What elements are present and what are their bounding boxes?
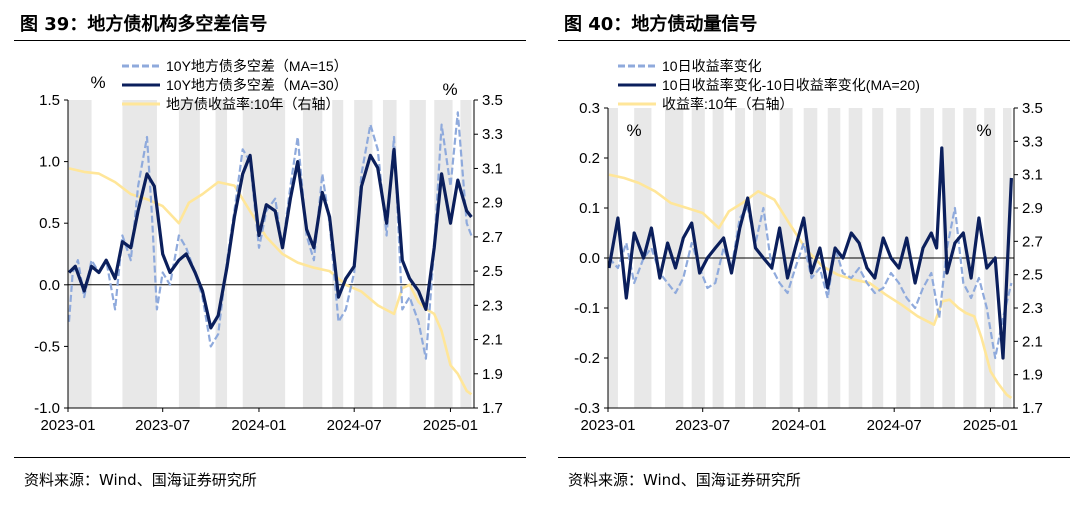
- x-tick-label: 2024-01: [771, 417, 826, 434]
- y-left-tick-label: -0.5: [34, 338, 60, 355]
- series-line-1: [67, 111, 473, 360]
- y-right-tick-label: 1.7: [482, 400, 503, 417]
- shaded-periods: [68, 100, 472, 408]
- shaded-period: [122, 100, 157, 408]
- y-right-tick-label: 1.9: [482, 366, 503, 383]
- y-left-tick-label: 0.1: [579, 200, 600, 217]
- y-right-tick-label: 3.1: [482, 160, 503, 177]
- legend: 10日收益率变化 10日收益率变化-10日收益率变化(MA=20) 收益率:10年（…: [618, 58, 920, 112]
- figure-title: 图 40：地方债动量信号: [564, 14, 758, 35]
- series-line-2: [607, 146, 1013, 360]
- y-right-tick-label: 2.1: [482, 332, 503, 349]
- source-rule: [558, 457, 1070, 458]
- legend-label: 收益率:10年（右轴）: [662, 96, 793, 112]
- y-right-tick-label: 3.1: [1022, 167, 1043, 184]
- series-line-3: [608, 173, 1013, 400]
- shaded-period: [215, 100, 228, 408]
- legend-label: 10日收益率变化: [662, 58, 762, 74]
- y-right-tick-label: 2.3: [1022, 300, 1043, 317]
- y-right-tick-label: 2.9: [1022, 200, 1043, 217]
- y-right-tick-label: 1.9: [1022, 367, 1043, 384]
- y-right-tick-label: 2.1: [1022, 333, 1043, 350]
- y-left-tick-label: 1.0: [39, 154, 60, 171]
- shaded-period: [409, 100, 426, 408]
- title-rule: [14, 40, 526, 41]
- x-tick-label: 2023-07: [675, 417, 730, 434]
- legend-label: 10日收益率变化-10日收益率变化(MA=20): [662, 77, 920, 93]
- source-note: 资料来源：Wind、国海证券研究所: [568, 471, 801, 489]
- y-left-tick-label: 0.3: [579, 100, 600, 117]
- figure-40-panel: 图 40：地方债动量信号 0.3 0.2 0.1 0.0 -0.1 -0.2 -0.3 3.5…: [558, 0, 1078, 508]
- y-left-tick-label: 0.2: [579, 150, 600, 167]
- left-axis-unit: %: [90, 73, 105, 92]
- x-tick-label: 2023-01: [40, 417, 95, 434]
- y-left-tick-label: 0.0: [579, 250, 600, 267]
- shaded-period: [68, 100, 92, 408]
- y-right-tick-label: 2.7: [482, 229, 503, 246]
- y-left-tick-label: -0.2: [574, 350, 600, 367]
- y-right-tick-label: 1.7: [1022, 400, 1043, 417]
- x-tick-label: 2024-07: [867, 417, 922, 434]
- chart-figure-40: 0.3 0.2 0.1 0.0 -0.1 -0.2 -0.3 3.5 3.3 3.1 2.9 2.7 2…: [574, 58, 1043, 434]
- legend: 10Y地方债多空差（MA=15） 10Y地方债多空差（MA=30） 地方债收益率:1…: [122, 58, 348, 112]
- left-axis-unit: %: [626, 121, 641, 140]
- legend-label: 10Y地方债多空差（MA=30）: [166, 77, 348, 93]
- chart-figure-39: 1.5 1.0 0.5 0.0 -0.5 -1.0 3.5 3.3 3.1 2.9 2.7 2.5 2.…: [34, 58, 503, 434]
- x-tick-label: 2023-07: [135, 417, 190, 434]
- title-rule: [558, 40, 1070, 41]
- y-right-tick-label: 3.5: [482, 92, 503, 109]
- source-rule: [14, 457, 526, 458]
- series-line-1: [608, 206, 1013, 360]
- x-tick-label: 2024-07: [327, 417, 382, 434]
- y-left-tick-label: -1.0: [34, 400, 60, 417]
- shaded-period: [332, 100, 344, 408]
- x-tick-label: 2024-01: [231, 417, 286, 434]
- y-right-tick-label: 3.3: [482, 126, 503, 143]
- y-left-tick-label: 0.5: [39, 215, 60, 232]
- source-note: 资料来源：Wind、国海证券研究所: [24, 471, 257, 489]
- shaded-period: [382, 100, 397, 408]
- y-right-tick-label: 3.3: [1022, 133, 1043, 150]
- y-right-tick-label: 2.7: [1022, 233, 1043, 250]
- series-line-2: [67, 147, 473, 330]
- legend-label: 10Y地方债多空差（MA=15）: [166, 58, 348, 74]
- x-tick-label: 2025-01: [423, 417, 478, 434]
- shaded-period: [460, 100, 472, 408]
- y-right-tick-label: 3.5: [1022, 100, 1043, 117]
- y-right-tick-label: 2.5: [1022, 267, 1043, 284]
- legend-label: 地方债收益率:10年（右轴）: [166, 96, 339, 112]
- right-axis-unit: %: [442, 80, 457, 99]
- y-left-tick-label: 0.0: [39, 277, 60, 294]
- figure-title: 图 39：地方债机构多空差信号: [20, 14, 268, 35]
- y-left-tick-label: -0.3: [574, 400, 600, 417]
- x-tick-label: 2025-01: [963, 417, 1018, 434]
- right-axis-unit: %: [976, 121, 991, 140]
- y-left-tick-label: -0.1: [574, 300, 600, 317]
- shaded-period: [354, 100, 373, 408]
- y-right-tick-label: 2.9: [482, 195, 503, 212]
- y-right-tick-label: 2.3: [482, 297, 503, 314]
- x-tick-label: 2023-01: [580, 417, 635, 434]
- figure-39-panel: 图 39：地方债机构多空差信号 1.5 1.0 0.5 0.0 -0.5 -1.0 3.5 3…: [14, 0, 534, 508]
- y-left-tick-label: 1.5: [39, 92, 60, 109]
- y-right-tick-label: 2.5: [482, 263, 503, 280]
- series-line-3: [68, 167, 473, 396]
- shaded-period: [242, 100, 286, 408]
